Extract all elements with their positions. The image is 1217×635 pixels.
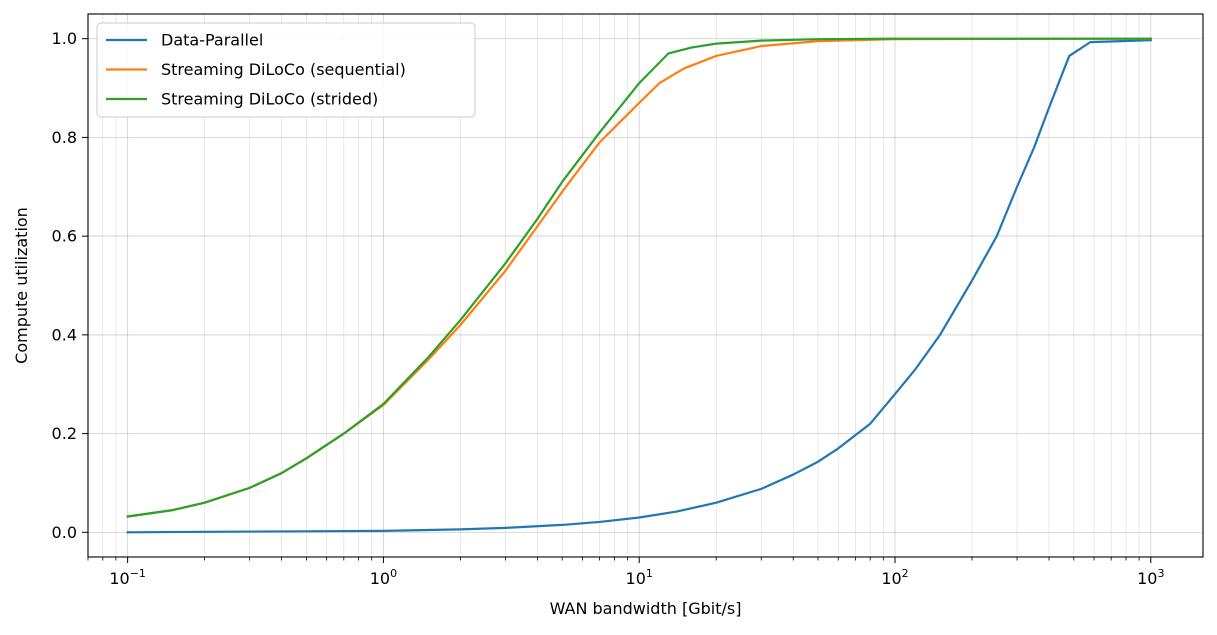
y-tick-label: 0.2 <box>52 424 77 443</box>
x-tick-label: 101 <box>626 567 653 588</box>
x-tick-label: 100 <box>370 567 397 588</box>
x-tick-label: 102 <box>881 567 908 588</box>
legend-entry-0: Data-Parallel <box>161 31 263 50</box>
series-line-2 <box>126 37 1152 518</box>
plot-frame <box>87 13 1204 558</box>
y-tick-label: 0.6 <box>52 227 77 246</box>
series-line-0 <box>126 39 1152 534</box>
legend: Data-Parallel Streaming DiLoCo (sequentia… <box>96 22 476 118</box>
series-layer <box>126 37 1152 534</box>
x-tick-label: 10−1 <box>109 567 146 588</box>
y-tick-label: 0.0 <box>52 523 77 542</box>
legend-entry-2: Streaming DiLoCo (strided) <box>161 90 378 109</box>
y-tick-label: 0.8 <box>52 128 77 147</box>
legend-box <box>96 22 476 118</box>
x-axis-label: WAN bandwidth [Gbit/s] <box>550 599 742 618</box>
y-tick-label: 0.4 <box>52 325 77 344</box>
y-axis-label: Compute utilization <box>12 207 31 364</box>
x-tick-label: 103 <box>1137 567 1164 588</box>
y-tick-label: 1.0 <box>52 29 77 48</box>
legend-entry-1: Streaming DiLoCo (sequential) <box>161 60 406 79</box>
axis-ticks: 10−1 100 101 102 103 0.0 0.2 0.4 0.6 0.8 1.0 <box>52 29 1165 588</box>
